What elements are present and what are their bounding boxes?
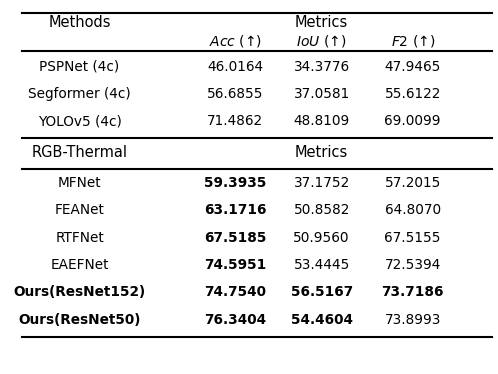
Text: 76.3404: 76.3404: [204, 313, 266, 327]
Text: 50.8582: 50.8582: [293, 203, 350, 217]
Text: 64.8070: 64.8070: [384, 203, 441, 217]
Text: Ours(ResNet50): Ours(ResNet50): [18, 313, 141, 327]
Text: Ours(ResNet152): Ours(ResNet152): [13, 285, 145, 300]
Text: 56.6855: 56.6855: [207, 87, 263, 101]
Text: 34.3776: 34.3776: [294, 59, 350, 74]
Text: 46.0164: 46.0164: [207, 59, 263, 74]
Text: Metrics: Metrics: [295, 145, 348, 160]
Text: 50.9560: 50.9560: [293, 231, 350, 245]
Text: $Acc$ (↑): $Acc$ (↑): [209, 33, 262, 49]
Text: MFNet: MFNet: [58, 176, 102, 190]
Text: 67.5185: 67.5185: [204, 231, 266, 245]
Text: $F2$ (↑): $F2$ (↑): [390, 33, 435, 49]
Text: 57.2015: 57.2015: [384, 176, 441, 190]
Text: 74.7540: 74.7540: [204, 285, 266, 300]
Text: $IoU$ (↑): $IoU$ (↑): [296, 33, 347, 49]
Text: 53.4445: 53.4445: [293, 258, 350, 272]
Text: 37.0581: 37.0581: [293, 87, 350, 101]
Text: 37.1752: 37.1752: [293, 176, 350, 190]
Text: FEANet: FEANet: [55, 203, 105, 217]
Text: 56.5167: 56.5167: [290, 285, 353, 300]
Text: Metrics: Metrics: [295, 15, 348, 30]
Text: 59.3935: 59.3935: [204, 176, 266, 190]
Text: 74.5951: 74.5951: [204, 258, 266, 272]
Text: Methods: Methods: [48, 15, 111, 30]
Text: 55.6122: 55.6122: [384, 87, 441, 101]
Text: RGB-Thermal: RGB-Thermal: [31, 145, 127, 160]
Text: 69.0099: 69.0099: [384, 114, 441, 128]
Text: 63.1716: 63.1716: [204, 203, 266, 217]
Text: 48.8109: 48.8109: [293, 114, 350, 128]
Text: RTFNet: RTFNet: [55, 231, 104, 245]
Text: 67.5155: 67.5155: [384, 231, 441, 245]
Text: PSPNet (4c): PSPNet (4c): [39, 59, 120, 74]
Text: 73.7186: 73.7186: [381, 285, 444, 300]
Text: EAEFNet: EAEFNet: [50, 258, 109, 272]
Text: Segformer (4c): Segformer (4c): [28, 87, 131, 101]
Text: 73.8993: 73.8993: [384, 313, 441, 327]
Text: 72.5394: 72.5394: [384, 258, 441, 272]
Text: 47.9465: 47.9465: [384, 59, 441, 74]
Text: YOLOv5 (4c): YOLOv5 (4c): [38, 114, 122, 128]
Text: 54.4604: 54.4604: [291, 313, 353, 327]
Text: 71.4862: 71.4862: [207, 114, 263, 128]
